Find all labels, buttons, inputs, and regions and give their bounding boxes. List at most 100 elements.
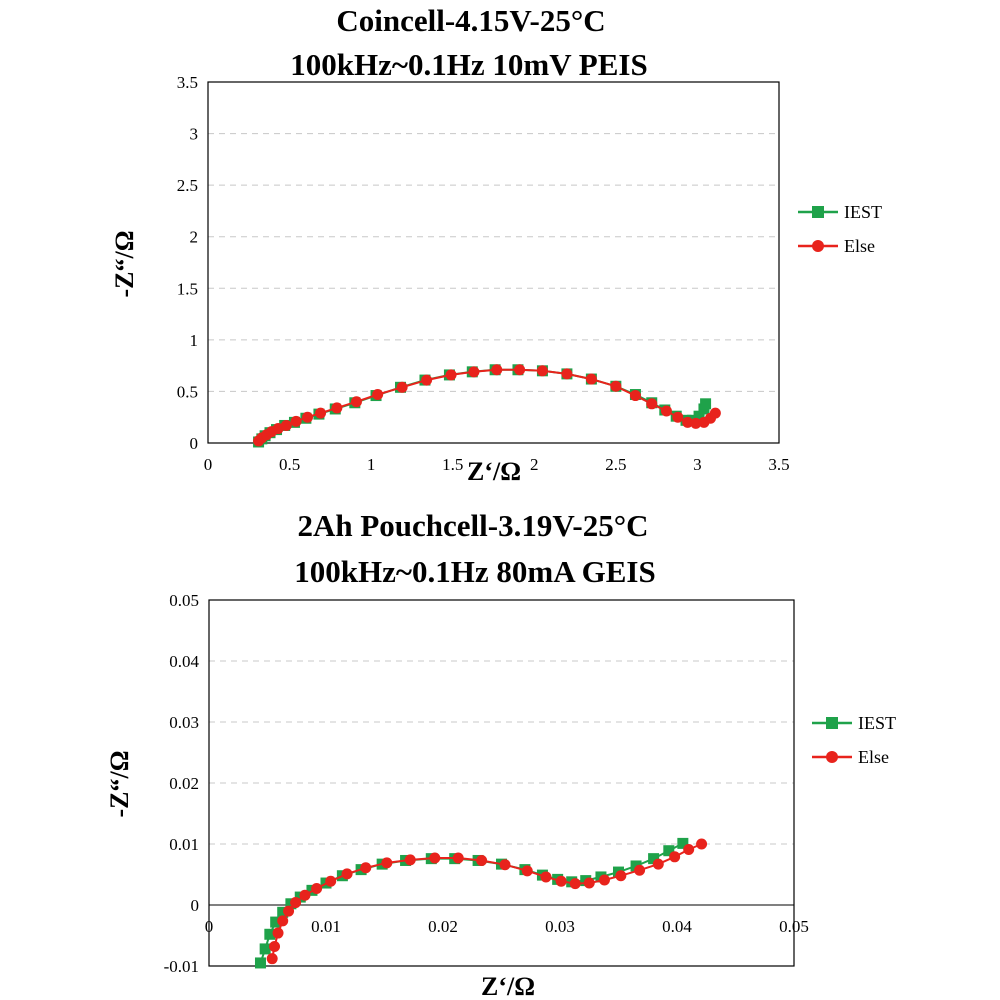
- y-tick-label: 0.01: [169, 835, 199, 854]
- y-tick-label: 2.5: [177, 176, 198, 195]
- data-point: [299, 889, 311, 901]
- data-point: [696, 838, 708, 850]
- chart-title-line2: 100kHz~0.1Hz 80mA GEIS: [294, 554, 655, 589]
- data-point: [429, 852, 441, 864]
- legend-label: Else: [858, 747, 889, 767]
- data-point: [663, 845, 675, 857]
- x-tick-label: 0.05: [779, 917, 809, 936]
- y-tick-label: 2: [190, 228, 199, 247]
- chart-title-line2: 100kHz~0.1Hz 10mV PEIS: [290, 47, 647, 82]
- data-point: [290, 415, 302, 427]
- series-line-iest: [257, 368, 707, 443]
- x-tick-label: 0.04: [662, 917, 692, 936]
- data-point: [610, 380, 622, 392]
- data-point: [331, 402, 343, 414]
- data-point: [536, 365, 548, 377]
- y-tick-label: 0.5: [177, 382, 198, 401]
- data-point: [514, 364, 526, 376]
- plot-area: [208, 599, 795, 967]
- data-point: [491, 364, 503, 376]
- y-tick-label: 3: [190, 125, 199, 144]
- chart-pouchcell: 2Ah Pouchcell-3.19V-25°C 100kHz~0.1Hz 80…: [105, 508, 896, 1000]
- x-tick-label: 3.5: [768, 455, 789, 474]
- data-point: [540, 871, 552, 883]
- data-point: [350, 396, 362, 408]
- legend-label: IEST: [844, 202, 882, 222]
- data-point: [693, 410, 705, 422]
- y-tick-label: 3.5: [177, 73, 198, 92]
- y-tick-label: 0.05: [169, 591, 199, 610]
- series-group: [253, 364, 721, 448]
- data-point: [396, 381, 408, 393]
- data-point: [652, 858, 664, 870]
- data-point: [660, 405, 672, 417]
- data-point: [311, 883, 323, 895]
- x-tick-label: 0.02: [428, 917, 458, 936]
- x-tick-label: 1.5: [442, 455, 463, 474]
- y-tick-label: 0: [191, 896, 200, 915]
- data-point: [634, 864, 646, 876]
- x-tick-label: 1: [367, 455, 376, 474]
- y-tick-label: 0: [190, 434, 199, 453]
- data-point: [445, 369, 457, 381]
- data-point: [499, 859, 511, 871]
- data-point: [302, 411, 314, 423]
- y-tick-label: -0.01: [164, 957, 199, 976]
- data-point: [709, 407, 721, 419]
- data-point: [277, 915, 289, 927]
- data-point: [583, 877, 595, 889]
- legend: IEST Else: [798, 202, 882, 256]
- data-point: [629, 390, 641, 402]
- data-point: [561, 368, 573, 380]
- chart-title-line1: 2Ah Pouchcell-3.19V-25°C: [297, 508, 648, 543]
- y-tick-label: 0.04: [169, 652, 199, 671]
- data-point: [315, 407, 327, 419]
- data-point: [669, 851, 681, 863]
- x-axis-label: Z‘/Ω: [467, 457, 521, 486]
- x-tick-label: 0.03: [545, 917, 575, 936]
- data-point: [421, 374, 433, 386]
- data-point: [259, 943, 271, 955]
- data-point: [615, 870, 627, 882]
- series-line-iest: [259, 842, 684, 964]
- data-point: [648, 853, 660, 865]
- data-point: [555, 875, 567, 887]
- data-point: [277, 906, 289, 918]
- tick-labels: 0 0.5 1 1.5 2 2.5 3 3.5 0 0.5 1 1.5 2 2.5 3 3.5: [177, 73, 790, 474]
- data-point: [280, 419, 292, 431]
- data-point: [682, 416, 694, 428]
- y-tick-label: 1: [190, 331, 199, 350]
- x-tick-label: 2: [530, 455, 539, 474]
- legend-marker: [826, 717, 838, 729]
- data-point: [646, 398, 658, 410]
- chart-coincell: Coincell-4.15V-25°C 100kHz~0.1Hz 10mV PE…: [110, 3, 882, 486]
- y-tick-label: 1.5: [177, 279, 198, 298]
- data-point: [372, 389, 384, 401]
- x-tick-label: 0: [205, 917, 214, 936]
- y-tick-label: 0.02: [169, 774, 199, 793]
- data-point: [700, 398, 712, 410]
- legend-label: Else: [844, 236, 875, 256]
- data-point: [476, 854, 488, 866]
- data-point: [404, 854, 416, 866]
- data-point: [341, 868, 353, 880]
- data-point: [381, 857, 393, 869]
- x-tick-label: 0: [204, 455, 213, 474]
- x-axis-label: Z‘/Ω: [481, 972, 535, 1000]
- data-point: [272, 927, 284, 939]
- y-axis-label: -Z“/Ω: [105, 750, 134, 817]
- chart-title-line1: Coincell-4.15V-25°C: [336, 3, 605, 38]
- data-point: [264, 928, 276, 940]
- grid-lines: [208, 133, 779, 392]
- data-point: [325, 875, 337, 887]
- data-point: [630, 860, 642, 872]
- data-point: [672, 411, 684, 423]
- legend-label: IEST: [858, 713, 896, 733]
- data-point: [283, 905, 295, 917]
- data-point: [452, 852, 464, 864]
- data-point: [598, 874, 610, 886]
- data-point: [569, 878, 581, 890]
- data-point: [360, 862, 372, 874]
- data-point: [690, 417, 702, 429]
